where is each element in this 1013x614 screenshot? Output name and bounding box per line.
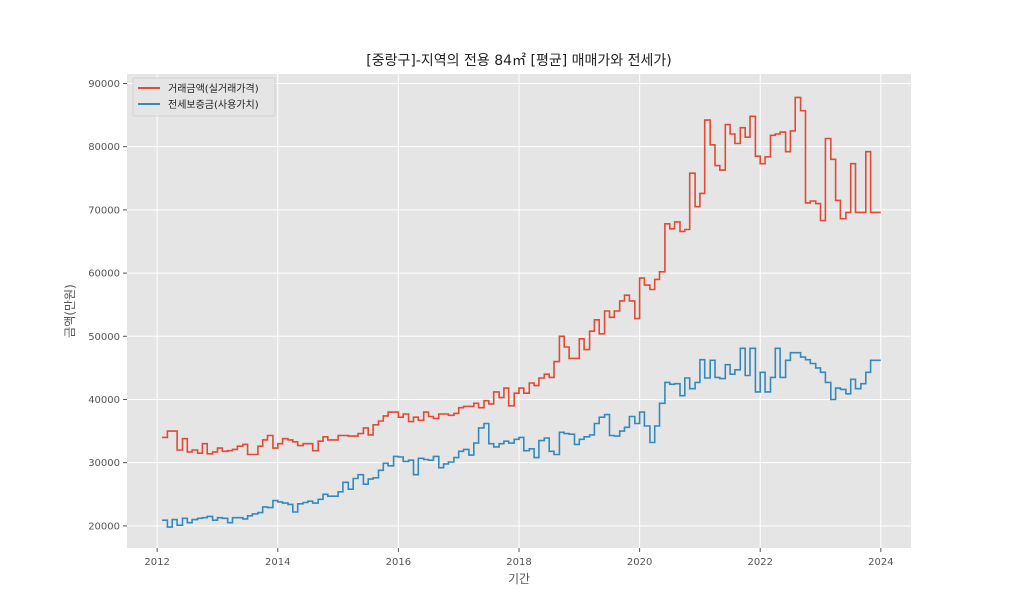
- series-line-jeonse: [162, 347, 881, 528]
- x-tick-label: 2012: [144, 557, 169, 568]
- legend: 거래금액(실거래가격) 전세보증금(사용가치): [132, 77, 276, 117]
- x-tick-label: 2020: [627, 557, 652, 568]
- y-tick-label: 60000: [88, 269, 120, 280]
- series-line-sales: [162, 96, 881, 456]
- y-tick-label: 30000: [88, 458, 120, 469]
- x-tick-label: 2024: [868, 557, 893, 568]
- chart-title: [중랑구]-지역의 전용 84㎡ [평균] 매매가와 전세가): [366, 53, 671, 69]
- x-tick-label: 2022: [748, 557, 773, 568]
- y-axis-label: 금액(만원): [63, 284, 77, 338]
- y-axis-ticks: 20000 30000 40000 50000 60000 70000 80000 90000: [88, 79, 127, 532]
- legend-label-sales: 거래금액(실거래가격): [168, 82, 259, 95]
- x-tick-label: 2014: [265, 557, 290, 568]
- x-tick-label: 2018: [506, 557, 531, 568]
- y-tick-label: 70000: [88, 205, 120, 216]
- y-tick-label: 40000: [88, 395, 120, 406]
- legend-label-jeonse: 전세보증금(사용가치): [168, 99, 259, 111]
- y-tick-label: 80000: [88, 142, 120, 153]
- series-layer: [162, 96, 881, 528]
- legend-box: [132, 77, 276, 117]
- x-axis-label: 기간: [508, 572, 530, 586]
- y-tick-label: 50000: [88, 332, 120, 343]
- y-tick-label: 90000: [88, 79, 120, 90]
- x-axis-ticks: 2012 2014 2016 2018 2020 2022 2024: [144, 548, 894, 568]
- y-tick-label: 20000: [88, 521, 120, 532]
- x-tick-label: 2016: [386, 557, 411, 568]
